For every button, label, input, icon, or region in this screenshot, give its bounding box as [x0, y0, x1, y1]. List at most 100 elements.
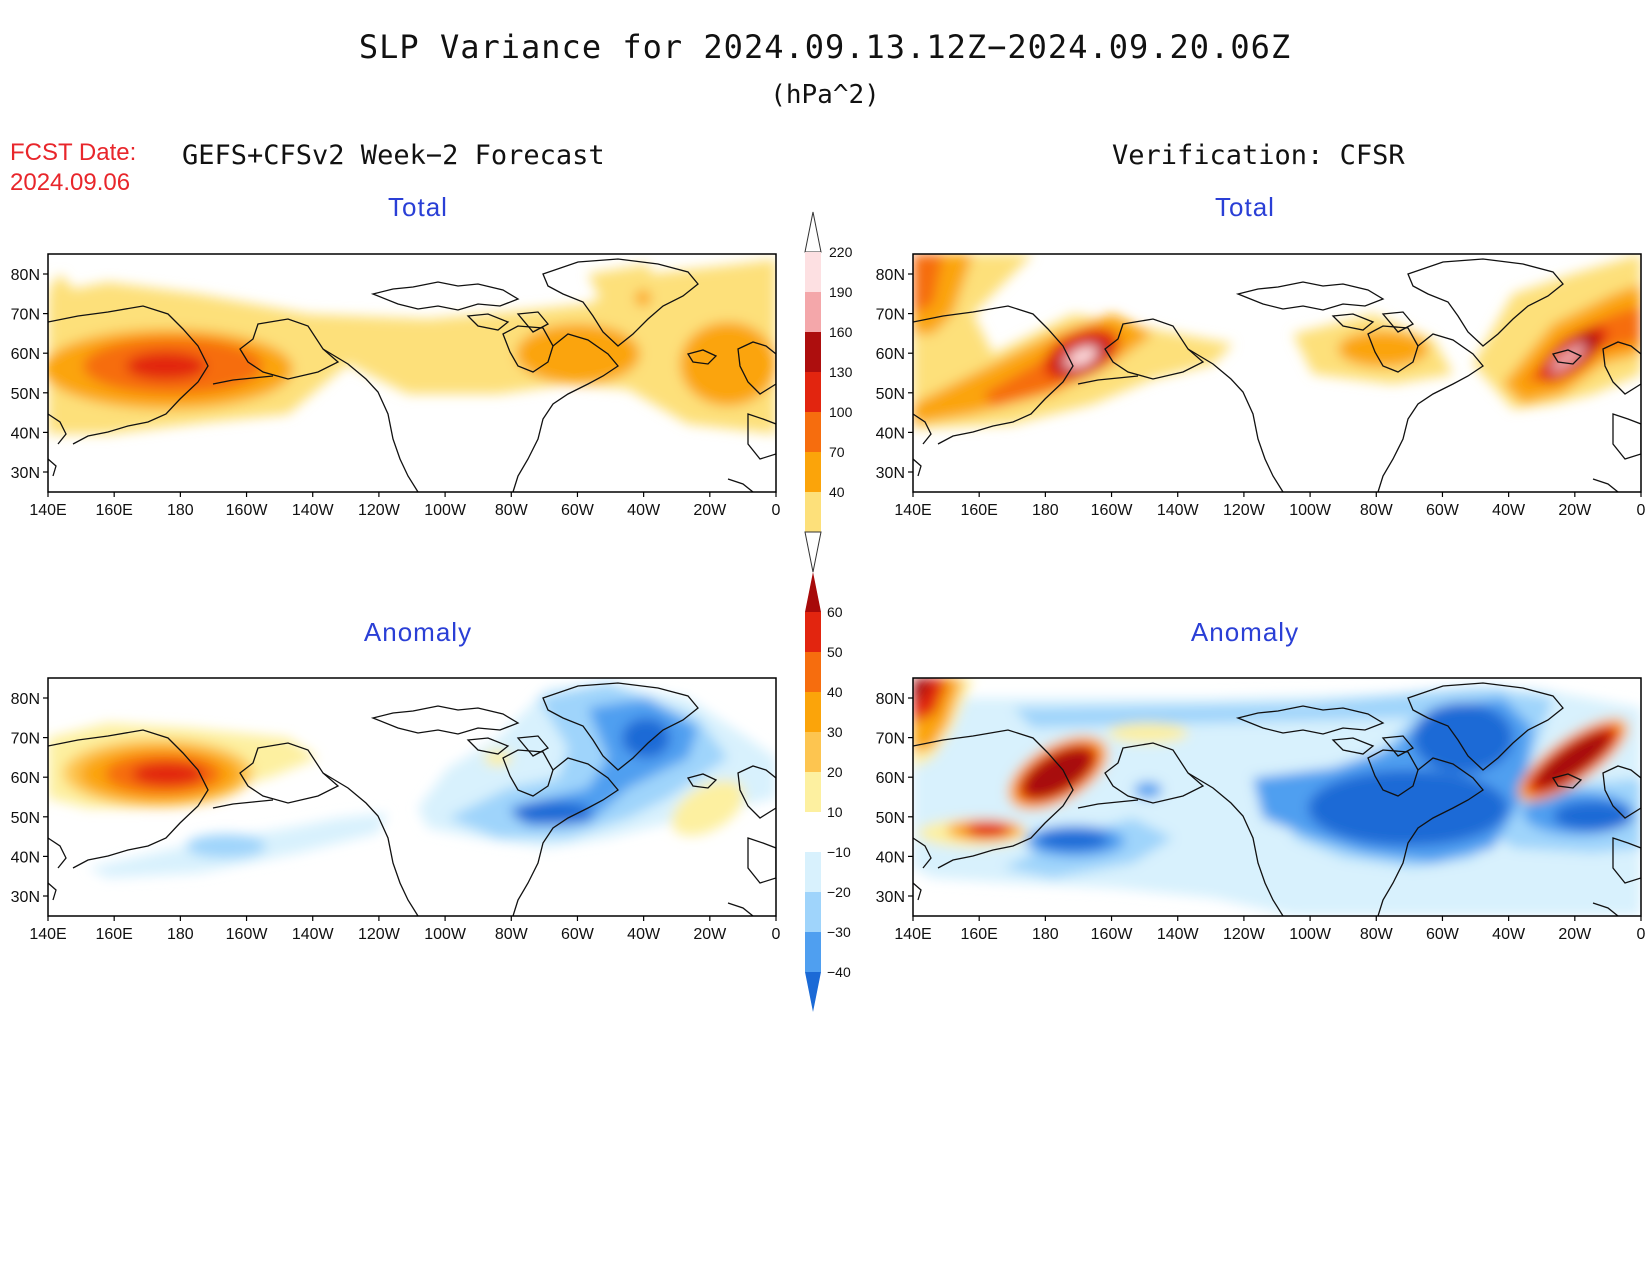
lon-tick-label: 160E: [960, 502, 997, 519]
lat-tick-label: 70N: [876, 307, 905, 324]
panel-title-fcst-total: Total: [388, 192, 448, 222]
colorbar-level-label: −30: [827, 924, 851, 940]
colorbar-bottom-arrow: [804, 531, 822, 573]
lon-tick-label: 160E: [95, 502, 132, 519]
lat-tick-label: 60N: [11, 346, 40, 363]
colorbar-level-label: 190: [829, 284, 853, 300]
units-label: (hPa^2): [770, 80, 880, 110]
lat-tick-label: 50N: [876, 810, 905, 827]
colorbar-swatch: [805, 292, 821, 332]
lon-tick-label: 0: [772, 502, 781, 519]
lon-tick-label: 140E: [894, 926, 931, 943]
colorbar-swatch: [805, 332, 821, 372]
chart-title: SLP Variance for 2024.09.13.12Z−2024.09.…: [358, 28, 1292, 66]
lat-tick-label: 50N: [11, 810, 40, 827]
colorbar-level-label: 10: [827, 804, 843, 820]
lon-tick-label: 80W: [1360, 502, 1394, 519]
lon-tick-label: 60W: [1426, 502, 1460, 519]
lat-tick-label: 40N: [11, 849, 40, 866]
map-panel-verif-total: [912, 253, 1642, 493]
lon-tick-label: 140E: [29, 502, 66, 519]
colorbar-level-label: 60: [827, 604, 843, 620]
lat-tick-label: 30N: [11, 889, 40, 906]
lon-tick-label: 180: [167, 926, 194, 943]
lon-tick-label: 80W: [495, 926, 529, 943]
lat-tick-label: 80N: [11, 267, 40, 284]
lon-tick-label: 120W: [358, 502, 401, 519]
lon-tick-label: 160E: [95, 926, 132, 943]
lon-tick-label: 160E: [960, 926, 997, 943]
colorbar-level-label: 220: [829, 244, 853, 260]
colorbar-level-label: 40: [829, 484, 845, 500]
colorbar-swatch: [805, 732, 821, 772]
lon-tick-label: 0: [772, 926, 781, 943]
lon-tick-label: 60W: [1426, 926, 1460, 943]
lon-tick-label: 80W: [1360, 926, 1394, 943]
lon-tick-label: 120W: [1223, 926, 1266, 943]
map-panel-verif-anomaly: [912, 677, 1642, 917]
lon-tick-label: 20W: [1558, 926, 1592, 943]
colorbar-swatch: [805, 372, 821, 412]
fcst-date-block: FCST Date: 2024.09.06: [10, 138, 136, 198]
colorbar-level-label: 70: [829, 444, 845, 460]
lon-tick-label: 140E: [894, 502, 931, 519]
lon-tick-label: 40W: [627, 926, 661, 943]
lon-tick-label: 140W: [292, 502, 335, 519]
lon-tick-label: 120W: [358, 926, 401, 943]
fcst-date-value: 2024.09.06: [10, 169, 131, 196]
colorbar-swatch: [805, 892, 821, 932]
lat-tick-label: 30N: [876, 465, 905, 482]
lat-tick-label: 70N: [11, 307, 40, 324]
fcst-date-label: FCST Date:: [10, 139, 137, 166]
lon-tick-label: 40W: [1492, 926, 1526, 943]
colorbar-swatch: [805, 612, 821, 652]
colorbar-swatch: [805, 412, 821, 452]
colorbar-swatch: [805, 812, 821, 852]
forecast-heading: GEFS+CFSv2 Week−2 Forecast: [182, 140, 605, 171]
lat-tick-label: 70N: [11, 731, 40, 748]
lon-tick-label: 160W: [1091, 926, 1134, 943]
lat-tick-label: 80N: [876, 267, 905, 284]
panel-title-fcst-anomaly: Anomaly: [363, 617, 473, 647]
lon-tick-label: 100W: [424, 502, 467, 519]
lat-tick-label: 70N: [876, 731, 905, 748]
lat-tick-label: 50N: [11, 386, 40, 403]
colorbar-level-label: 30: [827, 724, 843, 740]
lon-tick-label: 140W: [1157, 926, 1200, 943]
lon-tick-label: 100W: [424, 926, 467, 943]
map-panel-fcst-total: [47, 253, 777, 493]
verification-heading: Verification: CFSR: [1112, 140, 1405, 171]
lon-tick-label: 0: [1637, 926, 1646, 943]
colorbar-level-label: 20: [827, 764, 843, 780]
colorbar-level-label: −10: [827, 844, 851, 860]
colorbar-swatch: [805, 452, 821, 492]
lon-tick-label: 40W: [627, 502, 661, 519]
colorbar-swatch: [805, 852, 821, 892]
lat-tick-label: 30N: [11, 465, 40, 482]
lon-tick-label: 60W: [561, 926, 595, 943]
colorbar-anomaly: 60 50 40 30 20 10 −10 −20 −30 −40: [805, 572, 851, 1012]
colorbar-level-label: 100: [829, 404, 853, 420]
lon-tick-label: 160W: [226, 926, 269, 943]
map-panel-fcst-anomaly: [47, 677, 777, 917]
colorbar-level-label: 50: [827, 644, 843, 660]
lat-tick-label: 40N: [876, 849, 905, 866]
lon-tick-label: 100W: [1289, 502, 1332, 519]
lon-tick-label: 60W: [561, 502, 595, 519]
colorbar-swatch: [805, 492, 821, 532]
lon-tick-label: 180: [167, 502, 194, 519]
panel-title-verif-total: Total: [1215, 192, 1275, 222]
lon-tick-label: 0: [1637, 502, 1646, 519]
lat-tick-label: 50N: [876, 386, 905, 403]
colorbar-level-label: 130: [829, 364, 853, 380]
lon-tick-label: 160W: [226, 502, 269, 519]
lon-tick-label: 140W: [1157, 502, 1200, 519]
lon-tick-label: 20W: [693, 502, 727, 519]
axes-layer: 80N 70N 60N 50N 40N 30N 140E 160E 180 160W 140W 120…: [11, 267, 1646, 943]
lon-tick-label: 180: [1032, 502, 1059, 519]
colorbar-level-label: 160: [829, 324, 853, 340]
lon-tick-label: 160W: [1091, 502, 1134, 519]
lon-tick-label: 80W: [495, 502, 529, 519]
lat-tick-label: 40N: [11, 425, 40, 442]
